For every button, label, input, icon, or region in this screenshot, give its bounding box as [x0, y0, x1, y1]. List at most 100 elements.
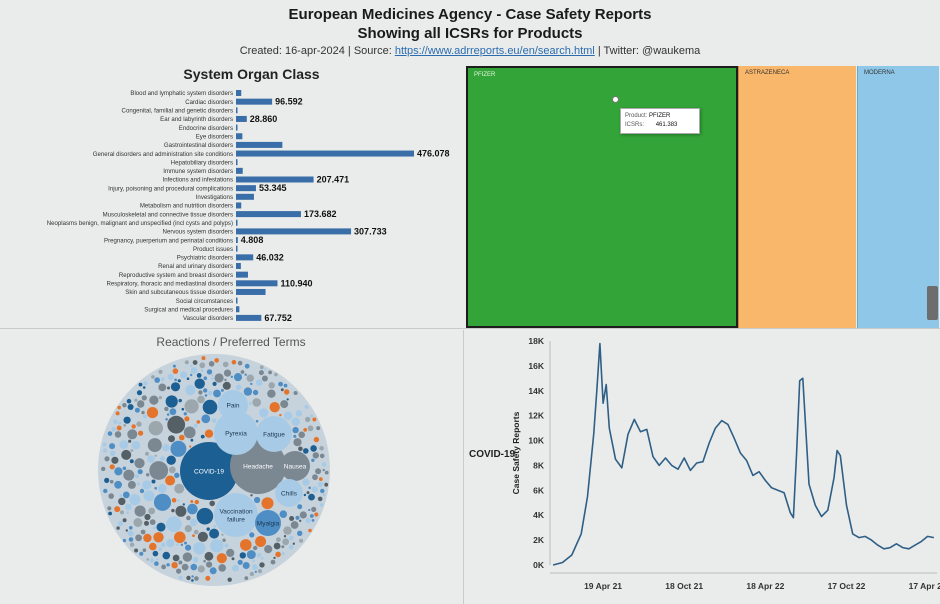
reaction-bubble	[103, 488, 108, 494]
reaction-bubble	[170, 440, 187, 457]
reaction-bubble-label: failure	[227, 517, 245, 524]
reaction-bubble	[135, 534, 143, 542]
reaction-bubble-label: Nausea	[284, 464, 307, 471]
reaction-bubble	[171, 562, 178, 569]
reaction-bubble	[190, 367, 198, 374]
soc-value-label: 28.860	[250, 114, 278, 124]
reaction-bubble	[224, 543, 229, 548]
reaction-bubble	[117, 521, 124, 527]
line-y-tick-label: 2K	[533, 535, 545, 545]
soc-category-label: Vascular disorders	[183, 315, 233, 322]
reaction-bubble	[322, 493, 326, 497]
soc-category-label: Product issues	[193, 246, 233, 253]
reaction-bubble	[273, 556, 276, 560]
reaction-bubble	[149, 558, 155, 563]
soc-category-label: Musculoskeletal and connective tissue di…	[103, 211, 233, 218]
reaction-bubble	[246, 374, 254, 382]
reaction-bubble	[198, 390, 203, 395]
reaction-bubble	[256, 416, 292, 452]
reaction-bubble	[145, 451, 149, 456]
source-link[interactable]: https://www.adrreports.eu/en/search.html	[394, 45, 595, 57]
reaction-bubble	[184, 360, 189, 365]
treemap-cell-pfizer[interactable]: PFIZER Product: PFIZER ICSRs: 461.383	[466, 66, 738, 328]
reaction-bubble	[148, 421, 163, 436]
reaction-bubble	[122, 403, 127, 408]
soc-bar	[236, 98, 273, 105]
soc-category-label: Neoplasms benign, malignant and unspecif…	[47, 220, 233, 227]
soc-category-label: Reproductive system and breast disorders	[119, 272, 233, 279]
reaction-bubble	[211, 377, 214, 381]
reaction-bubble-label: Fatigue	[263, 432, 285, 439]
soc-bar	[236, 288, 266, 295]
reaction-bubble	[154, 486, 157, 490]
reaction-bubble	[127, 480, 136, 489]
vertical-divider	[463, 330, 464, 604]
soc-category-label: Cardiac disorders	[185, 99, 233, 106]
reaction-bubble	[214, 411, 258, 455]
case-reports-line-chart: Case Safety Reports 0K 2K 4K 6K 8K 10K 12K 14K 16…	[511, 336, 940, 591]
soc-category-label: General disorders and administration sit…	[93, 151, 233, 158]
soc-value-label: 207.471	[317, 175, 350, 185]
reaction-bubble	[109, 443, 116, 450]
reaction-bubble	[116, 526, 120, 530]
reaction-bubble	[171, 508, 175, 513]
reaction-bubble	[122, 518, 127, 523]
line-y-tick-label: 10K	[528, 436, 544, 446]
reaction-bubble	[308, 493, 315, 501]
reactions-bubble-chart: COVID-19 Headache Pyrexia Fatigue Vaccinatio…	[98, 354, 330, 586]
treemap-cell-astrazeneca[interactable]: ASTRAZENECA	[738, 66, 856, 328]
reaction-bubble	[282, 538, 290, 546]
reaction-bubble	[134, 505, 146, 517]
reaction-bubble	[160, 456, 165, 461]
reaction-bubble	[222, 538, 226, 542]
soc-bar	[236, 219, 238, 226]
reaction-bubble	[183, 426, 196, 439]
line-row-label: COVID-19	[469, 449, 516, 460]
reaction-bubble-label: Pyrexia	[225, 431, 247, 438]
reaction-bubble	[154, 377, 160, 383]
reaction-bubble	[174, 378, 178, 382]
reaction-bubble	[248, 402, 252, 406]
reaction-bubble	[201, 356, 206, 361]
line-series-covid19	[552, 342, 935, 566]
reaction-bubble	[218, 564, 226, 572]
reaction-bubble	[267, 389, 276, 398]
reaction-bubble	[240, 539, 252, 551]
reaction-bubble	[226, 548, 235, 557]
reaction-bubble	[131, 440, 141, 450]
reaction-bubble-label: Pain	[226, 403, 239, 410]
treemap-label-pfizer: PFIZER	[474, 72, 496, 78]
reaction-bubble	[190, 364, 193, 368]
reaction-bubble	[218, 390, 248, 420]
reaction-bubble	[149, 542, 157, 551]
reaction-bubble	[309, 514, 314, 518]
treemap-cell-moderna[interactable]: MODERNA	[857, 66, 939, 328]
reaction-bubble-label: COVID-19	[194, 469, 224, 476]
soc-category-label: Injury, poisoning and procedural complic…	[108, 185, 233, 192]
reaction-bubble	[184, 399, 199, 414]
reaction-bubble	[167, 373, 174, 380]
soc-category-label: Skin and subcutaneous tissue disorders	[125, 289, 233, 296]
reaction-bubble	[305, 416, 311, 423]
reaction-bubble	[142, 386, 146, 389]
reaction-bubble	[281, 545, 285, 549]
panel-scroll-handle[interactable]	[927, 286, 938, 320]
treemap-tooltip: Product: PFIZER ICSRs: 461.383	[620, 108, 700, 134]
soc-bar	[236, 133, 243, 140]
reaction-bubble	[316, 426, 321, 431]
reaction-bubble	[308, 508, 311, 512]
reaction-bubble	[134, 398, 138, 402]
reaction-bubble	[190, 563, 198, 571]
reaction-bubble	[292, 542, 295, 545]
reaction-bubble	[260, 557, 264, 560]
soc-category-label: Investigations	[196, 194, 233, 201]
soc-bar	[236, 280, 278, 287]
reaction-bubble	[154, 454, 157, 457]
reaction-bubble	[224, 378, 227, 382]
reaction-bubble	[124, 503, 132, 511]
reaction-bubble	[244, 576, 249, 580]
reaction-bubble	[268, 382, 275, 389]
reaction-bubble	[170, 382, 181, 392]
reaction-bubble	[107, 506, 112, 511]
treemap-label-astrazeneca: ASTRAZENECA	[745, 70, 790, 76]
